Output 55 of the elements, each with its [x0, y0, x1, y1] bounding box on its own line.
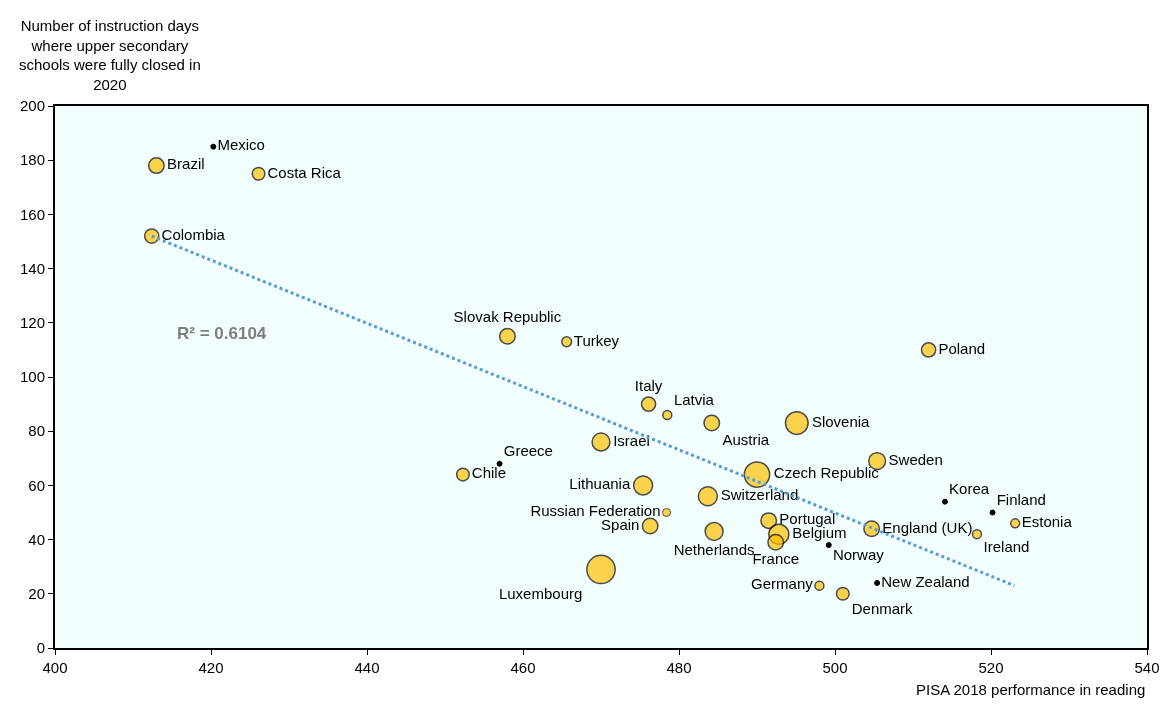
- y-tick-label: 80: [28, 422, 45, 440]
- x-tick-label: 520: [978, 659, 1004, 676]
- point: [874, 579, 881, 586]
- series-label: Greece: [503, 441, 553, 459]
- x-tick-label: 440: [354, 659, 380, 676]
- y-tick-label: 40: [28, 530, 45, 548]
- series-label: Luxembourg: [498, 585, 583, 603]
- series-label: Italy: [634, 376, 663, 394]
- series-label: Denmark: [851, 599, 914, 617]
- series-label: Turkey: [573, 331, 620, 349]
- y-tick-label: 100: [19, 368, 45, 386]
- series-label: Chile: [471, 464, 507, 482]
- series-label: Austria: [722, 431, 770, 448]
- y-tick-label: 200: [19, 97, 45, 115]
- x-tick-label: 480: [666, 659, 692, 676]
- point: [210, 143, 217, 150]
- series-label: New Zealand: [881, 572, 970, 590]
- x-axis-title: PISA 2018 performance in reading: [916, 681, 1146, 698]
- series-label: Ireland: [983, 538, 1030, 556]
- y-tick-label: 60: [28, 476, 45, 494]
- series-label: Czech Republic: [773, 464, 880, 482]
- series-label: Poland: [938, 339, 986, 357]
- series-label: Germany: [751, 575, 814, 593]
- series-label: Lithuania: [569, 475, 631, 493]
- y-tick-label: 0: [36, 639, 45, 657]
- y-tick-label: 160: [19, 205, 45, 223]
- series-label: Korea: [949, 479, 990, 497]
- series-label: Estonia: [1021, 513, 1073, 531]
- series-label: Mexico: [217, 136, 265, 154]
- series-label: Latvia: [673, 390, 715, 408]
- y-tick-label: 120: [19, 314, 45, 332]
- series-label: England (UK): [882, 518, 973, 536]
- series-label: Costa Rica: [267, 163, 342, 181]
- series-label: Norway: [832, 546, 885, 564]
- series-label: Finland: [996, 490, 1046, 508]
- y-axis-title: Number of instruction days where upper secondary schools were fully closed in 2020: [19, 17, 201, 93]
- point: [941, 498, 948, 505]
- x-tick-label: 400: [42, 659, 68, 676]
- series-label: Sweden: [888, 450, 943, 468]
- series-label: Colombia: [161, 225, 226, 243]
- x-tick-label: 420: [198, 659, 224, 676]
- point: [825, 542, 832, 549]
- y-tick-label: 20: [28, 585, 45, 603]
- series-label: Brazil: [167, 155, 205, 173]
- y-tick-label: 140: [19, 259, 45, 277]
- series-label: Slovenia: [811, 412, 871, 430]
- point: [989, 509, 996, 516]
- series-label: Slovak Republic: [453, 307, 562, 325]
- series-label: Israel: [613, 431, 650, 449]
- x-tick-label: 460: [510, 659, 536, 676]
- y-tick-label: 180: [19, 151, 45, 169]
- x-tick-label: 540: [1134, 659, 1160, 676]
- annotation: R² = 0.6104: [177, 324, 267, 343]
- x-tick-label: 500: [822, 659, 848, 676]
- point: [496, 460, 503, 467]
